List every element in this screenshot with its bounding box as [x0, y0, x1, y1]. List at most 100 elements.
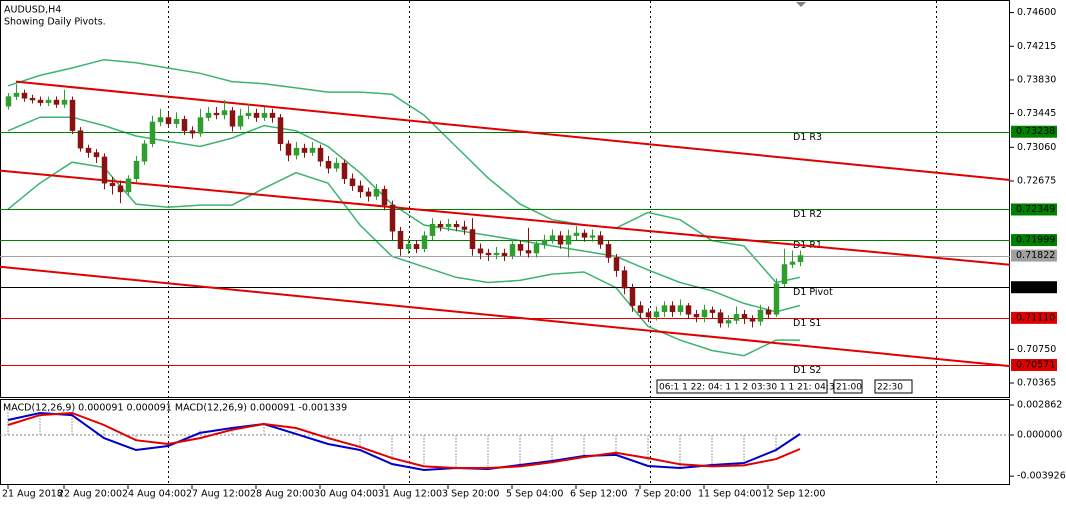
y-tick-label: 0.74600: [1017, 7, 1056, 18]
y-tick-label: 0.73830: [1017, 74, 1056, 85]
x-tick-label: 12 Sep 12:00: [762, 489, 825, 500]
chart-subtitle: Showing Daily Pivots.: [4, 17, 106, 28]
candle-body: [77, 130, 84, 149]
x-tick-label: 7 Sep 20:00: [634, 489, 691, 500]
price-box: [1011, 125, 1057, 138]
candle-body: [181, 119, 188, 131]
candle-body: [517, 244, 524, 251]
x-tick-label: 30 Aug 04:00: [314, 489, 378, 500]
candle-body: [741, 314, 748, 319]
candle-body: [493, 252, 500, 256]
candle-body: [469, 229, 476, 249]
candle-body: [197, 117, 204, 134]
price-box-label: 0.71822: [1016, 250, 1055, 261]
candle-body: [445, 224, 452, 228]
candle-body: [485, 252, 492, 256]
candle-body: [781, 264, 788, 284]
y-tick-label: 0.73445: [1017, 108, 1056, 119]
candle-body: [413, 244, 420, 249]
candle-body: [653, 311, 660, 318]
price-box-label: 0.72349: [1016, 204, 1055, 215]
candle-body: [509, 244, 516, 256]
candle-body: [429, 224, 436, 236]
macd-title: MACD(12,26,9) 0.000091 0.000091 MACD(12,…: [3, 403, 347, 414]
candle-body: [13, 92, 20, 97]
candle-body: [525, 250, 532, 254]
candle-body: [453, 224, 460, 228]
x-tick-label: 5 Sep 04:00: [506, 489, 563, 500]
candle-body: [461, 226, 468, 230]
candle-body: [117, 185, 124, 193]
candle-body: [709, 309, 716, 313]
price-box: [1011, 203, 1057, 216]
candle-body: [621, 270, 628, 289]
candle-body: [213, 112, 220, 116]
candle-body: [85, 147, 92, 153]
candle-body: [237, 115, 244, 127]
candle-body: [765, 309, 772, 315]
candle-body: [573, 232, 580, 236]
pivot-name: D1 S2: [793, 365, 821, 376]
chart-title: AUDUSD,H4: [4, 5, 61, 16]
candle-body: [365, 191, 372, 197]
candle-body: [565, 235, 572, 245]
candle-body: [141, 143, 148, 162]
x-tick-label: 24 Aug 04:00: [122, 489, 186, 500]
candle-body: [797, 255, 804, 263]
candle-body: [101, 156, 108, 184]
price-box: [1011, 311, 1057, 324]
candle-body: [133, 161, 140, 180]
candle-body: [597, 235, 604, 245]
candle-body: [541, 239, 548, 245]
candle-body: [613, 257, 620, 271]
candle-body: [589, 235, 596, 238]
candle-body: [221, 110, 228, 116]
y-tick-label: -0.003926: [1017, 471, 1066, 482]
candle-body: [229, 110, 236, 127]
candle-body: [173, 119, 180, 124]
candle-body: [773, 283, 780, 315]
candle-body: [421, 235, 428, 249]
pivot-name: D1 S1: [793, 318, 821, 329]
candle-body: [301, 147, 308, 153]
candle-body: [389, 204, 396, 232]
candle-body: [309, 147, 316, 153]
candle-body: [189, 130, 196, 134]
candle-body: [733, 314, 740, 321]
candle-body: [789, 261, 796, 265]
candle-body: [261, 112, 268, 118]
candle-body: [685, 305, 692, 315]
x-tick-label: 31 Aug 12:00: [378, 489, 442, 500]
candle-body: [109, 182, 116, 187]
x-tick-label: 21 Aug 2018: [2, 489, 63, 500]
candle-body: [157, 117, 164, 123]
channel-line: [15, 80, 1011, 181]
y-tick-label: 0.74215: [1017, 41, 1056, 52]
shift-marker: [796, 2, 806, 7]
candle-body: [477, 248, 484, 254]
candle-body: [397, 231, 404, 249]
period-separators: [168, 1, 937, 485]
candle-body: [277, 117, 284, 145]
candle-body: [245, 112, 252, 117]
channel-line: [0, 169, 1011, 266]
bollinger-upper: [7, 58, 801, 284]
price-box-label: 0.71999: [1016, 235, 1055, 246]
candle-body: [405, 244, 412, 249]
candle-body: [5, 96, 12, 107]
x-tick-label: 28 Aug 20:00: [250, 489, 314, 500]
candle-body: [373, 189, 380, 197]
macd-line: [7, 411, 801, 469]
candle-body: [165, 117, 172, 124]
candle-body: [637, 305, 644, 313]
candle-body: [725, 320, 732, 324]
x-tick-label: 22 Aug 20:00: [58, 489, 122, 500]
x-tick-label: 11 Sep 04:00: [698, 489, 761, 500]
price-box: [1011, 234, 1057, 247]
candle-body: [149, 121, 156, 145]
candle-body: [605, 244, 612, 258]
candle-body: [341, 162, 348, 180]
pivot-name: D1 Pivot: [793, 287, 833, 298]
candle-body: [693, 314, 700, 318]
candle-body: [69, 99, 76, 131]
